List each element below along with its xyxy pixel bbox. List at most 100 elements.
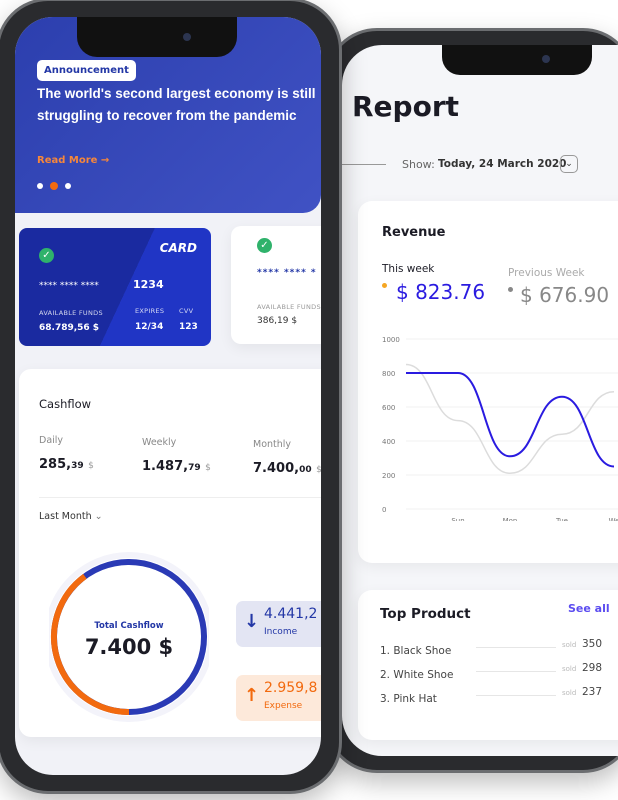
y-tick-label: 0 (382, 506, 386, 514)
card-last4: 1234 (133, 278, 164, 291)
this-week-value: $ 823.76 (396, 280, 486, 304)
sold-label: sold (562, 665, 577, 673)
daily-dec: 39 (71, 461, 84, 471)
read-more-label: Read More (37, 155, 98, 166)
previous-week-value: $ 676.90 (520, 283, 610, 307)
daily-value: 285,39 $ (39, 457, 94, 472)
product-bar (476, 671, 556, 672)
x-tick-label: We (609, 517, 618, 521)
previous-week-label: Previous Week (508, 267, 585, 279)
product-name: 2. White Shoe (380, 669, 454, 681)
chevron-down-icon: ⌄ (94, 511, 103, 522)
monthly-label: Monthly (253, 439, 292, 450)
income-label: Income (264, 627, 298, 637)
chevron-down-icon[interactable]: ⌄ (560, 155, 578, 173)
weekly-value: 1.487,79 $ (142, 459, 211, 474)
period-dropdown[interactable]: Last Month ⌄ (39, 511, 103, 522)
cashflow-card: Cashflow Daily 285,39 $ Weekly 1.487,79 … (19, 369, 321, 737)
credit-card-secondary[interactable]: ✓ **** **** * AVAILABLE FUNDS 386,19 $ (231, 226, 321, 344)
report-phone: Report Show: Today, 24 March 2020 ⌄ Reve… (325, 28, 618, 773)
sold-label: sold (562, 641, 577, 649)
carousel-dot[interactable] (37, 183, 43, 189)
funds-value: 386,19 $ (257, 316, 298, 326)
income-badge: ↓ 4.441,2 Income (236, 601, 321, 647)
funds-value: 68.789,56 $ (39, 323, 100, 333)
camera-icon (542, 55, 550, 63)
expense-badge: ↑ 2.959,8 Expense (236, 675, 321, 721)
revenue-title: Revenue (382, 225, 446, 240)
credit-card-primary[interactable]: ✓ CARD **** **** **** 1234 AVAILABLE FUN… (19, 228, 211, 346)
monthly-value: 7.400,00 $ (253, 461, 321, 476)
previous-week-dot-icon (508, 287, 513, 292)
period-value: Last Month (39, 511, 92, 522)
divider (342, 164, 386, 165)
revenue-chart: 0 200 400 600 800 1000 Sun Mon Tue We (382, 336, 618, 521)
announcement-badge: Announcement (37, 60, 136, 81)
total-cashflow-label: Total Cashflow (94, 621, 164, 631)
x-tick-label: Mon (503, 517, 518, 521)
expires-value: 12/34 (135, 322, 164, 332)
cvv-label: CVV (179, 307, 194, 315)
monthly-int: 7.400, (253, 461, 300, 476)
daily-int: 285, (39, 457, 72, 472)
weekly-int: 1.487, (142, 459, 189, 474)
sold-count: 298 (582, 662, 603, 674)
this-week-dot-icon (382, 283, 387, 288)
product-bar (476, 647, 556, 648)
show-label: Show: (402, 158, 435, 171)
announcement-headline: The world's second largest economy is st… (37, 86, 316, 123)
x-tick-label: Tue (555, 517, 568, 521)
currency: $ (205, 463, 211, 473)
see-all-link[interactable]: See all (568, 602, 610, 615)
read-more-link[interactable]: Read More → (37, 155, 109, 166)
daily-label: Daily (39, 435, 64, 446)
date-filter: Show: Today, 24 March 2020 ⌄ (342, 153, 612, 177)
arrow-up-icon: ↑ (244, 685, 260, 706)
top-product-title: Top Product (380, 606, 471, 622)
dashboard-screen: Announcement The world's second largest … (15, 17, 321, 775)
x-tick-label: Sun (451, 517, 464, 521)
income-value: 4.441,2 (264, 606, 318, 622)
cashflow-title: Cashflow (39, 397, 92, 411)
divider (39, 497, 321, 498)
card-brand: CARD (159, 241, 197, 255)
y-tick-label: 200 (382, 472, 395, 480)
series-line (405, 372, 615, 468)
card-number-mask: **** **** * (257, 268, 317, 278)
ring-shadow (49, 552, 209, 722)
announcement-banner[interactable]: Announcement The world's second largest … (15, 17, 321, 213)
y-tick-label: 600 (382, 404, 395, 412)
carousel-dot[interactable] (65, 183, 71, 189)
phone-notch (77, 17, 237, 57)
carousel-dot-active[interactable] (50, 182, 58, 190)
this-week-label: This week (382, 263, 435, 275)
top-product-card: Top Product See all 1. Black Shoe sold 3… (358, 590, 618, 740)
page-title: Report (352, 90, 460, 123)
card-number-mask: **** **** **** (39, 281, 99, 291)
expense-value: 2.959,8 (264, 680, 318, 696)
currency: $ (88, 461, 94, 471)
check-icon: ✓ (257, 238, 272, 253)
product-name: 3. Pink Hat (380, 693, 437, 705)
show-date: Today, 24 March 2020 (438, 158, 567, 170)
cvv-value: 123 (179, 322, 198, 332)
monthly-dec: 00 (299, 465, 312, 475)
report-screen: Report Show: Today, 24 March 2020 ⌄ Reve… (342, 45, 618, 756)
funds-label: AVAILABLE FUNDS (257, 303, 321, 311)
dashboard-phone: Announcement The world's second largest … (0, 0, 342, 794)
total-cashflow-value: 7.400 $ (84, 635, 174, 659)
revenue-card: Revenue This week $ 823.76 Previous Week… (358, 201, 618, 563)
arrow-down-icon: ↓ (244, 611, 260, 632)
weekly-label: Weekly (142, 437, 177, 448)
product-name: 1. Black Shoe (380, 645, 452, 657)
expense-label: Expense (264, 701, 303, 711)
cashflow-ring (49, 552, 209, 722)
sold-label: sold (562, 689, 577, 697)
funds-label: AVAILABLE FUNDS (39, 309, 103, 317)
arrow-right-icon: → (100, 155, 110, 166)
y-tick-label: 400 (382, 438, 395, 446)
series-line (405, 363, 615, 475)
sold-count: 350 (582, 638, 603, 650)
sold-count: 237 (582, 686, 603, 698)
check-icon: ✓ (39, 248, 54, 263)
